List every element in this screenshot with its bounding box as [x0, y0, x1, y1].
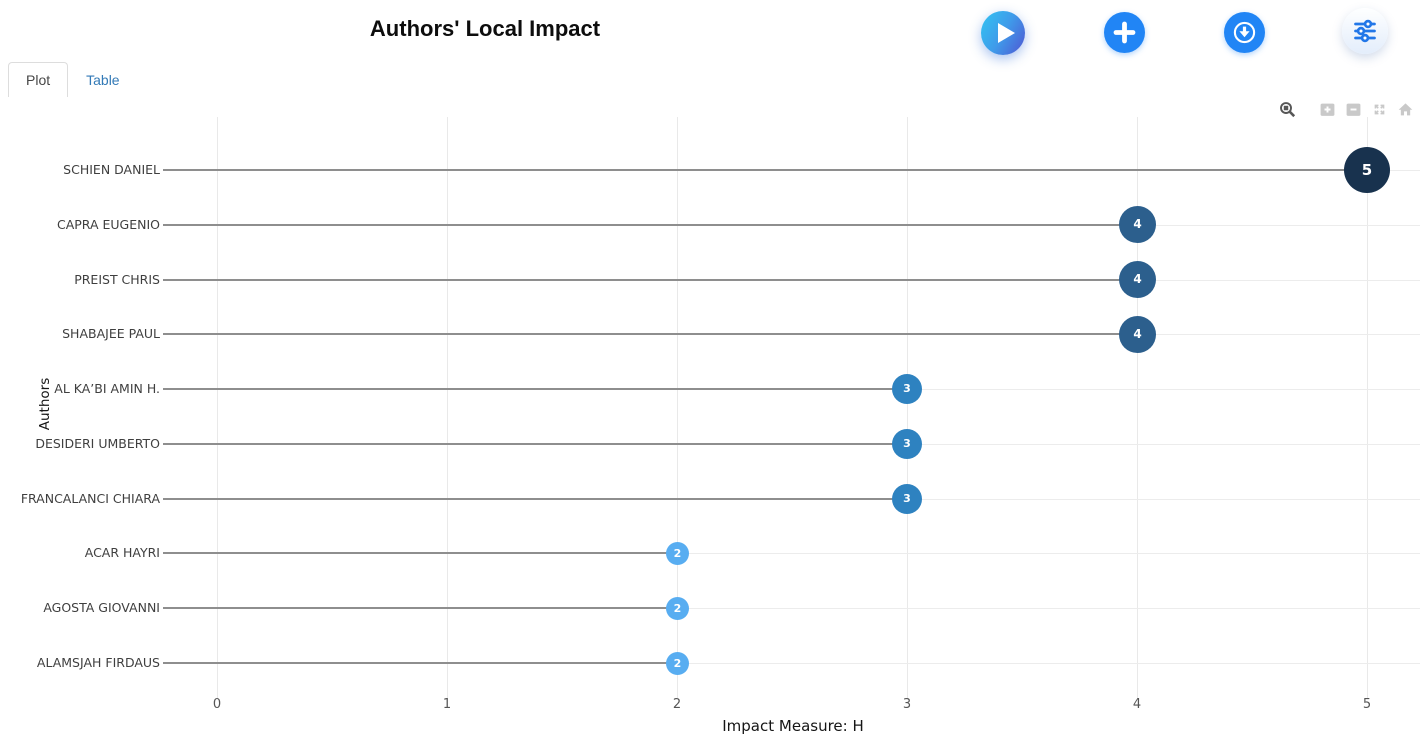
- lollipop-stem: [163, 169, 1367, 171]
- lollipop-stem: [163, 607, 677, 609]
- y-tick-label: DESIDERI UMBERTO: [35, 436, 160, 451]
- x-gridline: [907, 117, 908, 698]
- y-gridline: [217, 663, 1420, 664]
- data-point[interactable]: 2: [666, 542, 689, 565]
- lollipop-stem: [163, 388, 907, 390]
- data-point[interactable]: 4: [1119, 206, 1156, 243]
- y-tick-label: SHABAJEE PAUL: [62, 326, 160, 341]
- zoom-in-icon[interactable]: [1319, 101, 1336, 118]
- download-button[interactable]: [1224, 12, 1265, 53]
- lollipop-stem: [163, 333, 1137, 335]
- x-axis-title: Impact Measure: H: [722, 717, 864, 735]
- y-tick-label: AGOSTA GIOVANNI: [43, 600, 160, 615]
- lollipop-stem: [163, 552, 677, 554]
- zoom-out-icon[interactable]: [1345, 101, 1362, 118]
- download-icon: [1224, 12, 1265, 53]
- autoscale-icon[interactable]: [1371, 101, 1388, 118]
- lollipop-stem: [163, 224, 1137, 226]
- plot-modebar: [1270, 101, 1414, 118]
- y-tick-label: AL KA’BI AMIN H.: [54, 381, 160, 396]
- data-point[interactable]: 3: [892, 374, 922, 404]
- data-point[interactable]: 2: [666, 597, 689, 620]
- plus-icon: [1104, 12, 1145, 53]
- x-gridline: [217, 117, 218, 698]
- data-point[interactable]: 5: [1344, 147, 1390, 193]
- data-point[interactable]: 3: [892, 484, 922, 514]
- tab-table[interactable]: Table: [86, 72, 120, 88]
- lollipop-stem: [163, 662, 677, 664]
- data-point[interactable]: 3: [892, 429, 922, 459]
- tab-bar: Plot Table: [0, 60, 1420, 98]
- lollipop-stem: [163, 443, 907, 445]
- x-gridline: [1367, 117, 1368, 698]
- tab-plot[interactable]: Plot: [8, 62, 69, 98]
- header: Authors' Local Impact: [0, 0, 1420, 60]
- y-tick-label: PREIST CHRIS: [74, 272, 160, 287]
- x-gridline: [447, 117, 448, 698]
- plot-canvas[interactable]: Impact Measure: H Authors 0 1 2 3 4 5 SCHIEN D…: [0, 97, 1420, 746]
- zoom-icon[interactable]: [1279, 101, 1296, 118]
- x-tick-label: 3: [902, 697, 912, 712]
- x-tick-label: 2: [672, 697, 682, 712]
- lollipop-stem: [163, 279, 1137, 281]
- y-tick-label: ACAR HAYRI: [84, 545, 160, 560]
- y-tick-label: FRANCALANCI CHIARA: [20, 491, 160, 506]
- data-point[interactable]: 4: [1119, 316, 1156, 353]
- data-point[interactable]: 4: [1119, 261, 1156, 298]
- x-tick-label: 5: [1362, 697, 1372, 712]
- y-tick-label: SCHIEN DANIEL: [63, 162, 160, 177]
- run-button[interactable]: [981, 11, 1025, 55]
- y-gridline: [217, 553, 1420, 554]
- reset-axes-home-icon[interactable]: [1397, 101, 1414, 118]
- y-tick-label: CAPRA EUGENIO: [56, 217, 160, 232]
- x-gridline: [1137, 117, 1138, 698]
- x-tick-label: 0: [212, 697, 222, 712]
- x-tick-label: 1: [442, 697, 452, 712]
- play-icon: [981, 11, 1025, 55]
- data-point[interactable]: 2: [666, 652, 689, 675]
- filters-button[interactable]: [1342, 8, 1388, 54]
- add-button[interactable]: [1104, 12, 1145, 53]
- lollipop-stem: [163, 498, 907, 500]
- sliders-icon: [1342, 8, 1388, 54]
- y-gridline: [217, 608, 1420, 609]
- x-gridline: [677, 117, 678, 698]
- page-title: Authors' Local Impact: [369, 16, 601, 41]
- x-tick-label: 4: [1132, 697, 1142, 712]
- y-tick-label: ALAMSJAH FIRDAUS: [36, 655, 160, 670]
